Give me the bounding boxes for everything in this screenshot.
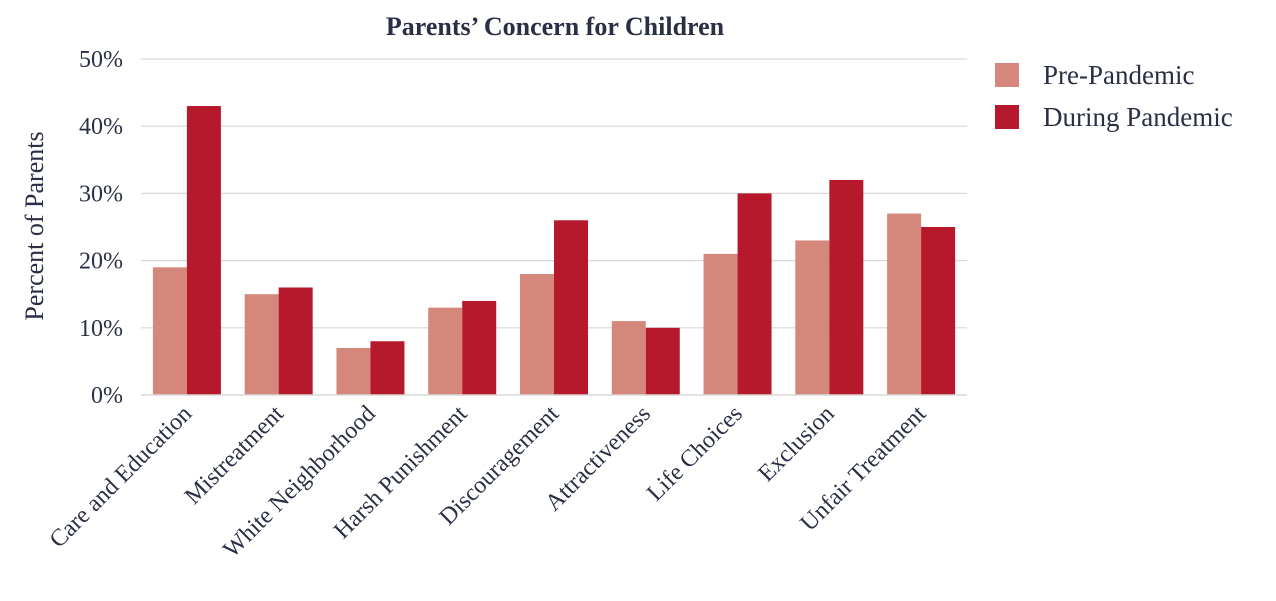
bar-pre-pandemic <box>887 213 922 395</box>
bar-during-pandemic <box>921 227 956 395</box>
legend-label: During Pandemic <box>1043 102 1233 132</box>
bar-during-pandemic <box>554 220 588 395</box>
x-tick-label: Life Choices <box>642 401 748 507</box>
legend-swatch <box>995 105 1019 129</box>
x-tick-label: Exclusion <box>753 401 839 487</box>
bar-during-pandemic <box>462 300 497 395</box>
y-axis-ticks: 0% 10% 20% 30% 40% 50% <box>79 47 123 409</box>
bar-during-pandemic <box>370 341 405 395</box>
bar-during-pandemic <box>278 287 313 395</box>
y-tick-label: 20% <box>79 249 123 275</box>
bar-during-pandemic <box>737 193 772 395</box>
legend-swatch <box>995 63 1019 87</box>
y-tick-label: 0% <box>91 383 123 409</box>
bar-pre-pandemic <box>336 347 371 395</box>
y-axis-label: Percent of Parents <box>20 131 49 320</box>
y-tick-label: 10% <box>79 316 123 342</box>
bar-pre-pandemic <box>795 240 830 395</box>
bar-pre-pandemic <box>152 267 187 395</box>
bar-pre-pandemic <box>428 307 463 395</box>
chart-title: Parents’ Concern for Children <box>386 12 725 41</box>
bars <box>152 106 956 395</box>
bar-pre-pandemic <box>611 321 646 395</box>
y-tick-label: 40% <box>79 114 123 140</box>
bar-during-pandemic <box>186 106 221 395</box>
legend: Pre-Pandemic During Pandemic <box>995 60 1233 132</box>
bar-during-pandemic <box>645 327 680 395</box>
bar-pre-pandemic <box>520 274 554 395</box>
bar-pre-pandemic <box>244 294 279 395</box>
bar-during-pandemic <box>829 179 864 395</box>
y-tick-label: 30% <box>79 181 123 207</box>
x-tick-label: White Neighborhood <box>219 401 381 563</box>
x-tick-label: Care and Education <box>45 401 197 553</box>
legend-label: Pre-Pandemic <box>1043 60 1194 90</box>
y-tick-label: 50% <box>79 47 123 73</box>
bar-pre-pandemic <box>703 253 738 395</box>
